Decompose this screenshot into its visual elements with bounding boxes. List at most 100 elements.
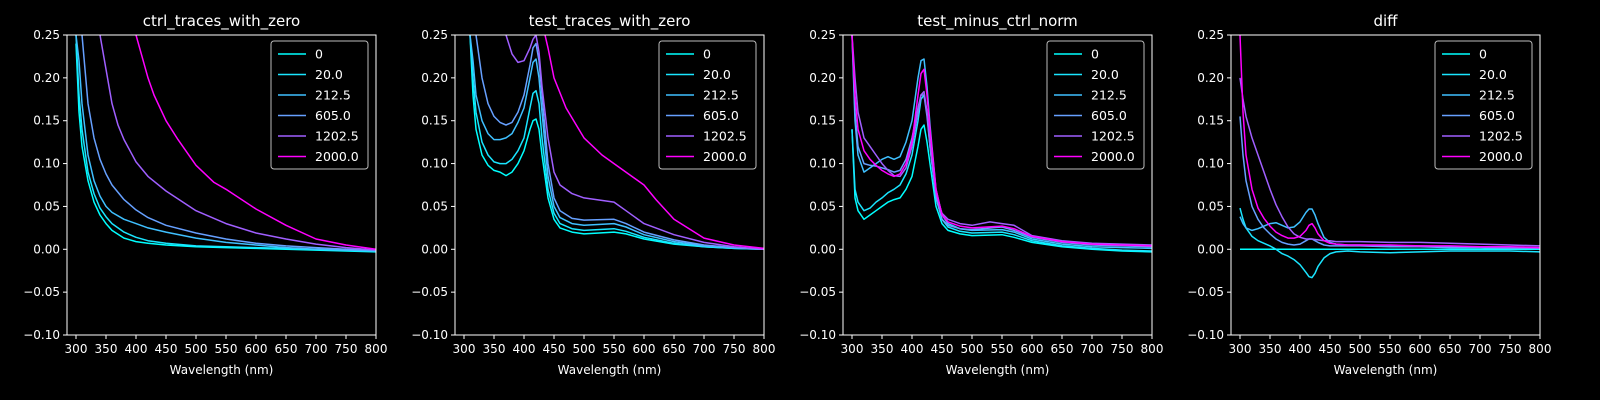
series-line-212.5 (75, 35, 376, 252)
y-tick-label: −0.05 (1187, 285, 1224, 299)
legend-label: 20.0 (703, 67, 731, 82)
series-group (851, 35, 1152, 253)
x-axis-label: Wavelength (nm) (170, 363, 274, 377)
y-tick-label: −0.05 (799, 285, 836, 299)
x-axis-label: Wavelength (nm) (558, 363, 662, 377)
x-axis-label: Wavelength (nm) (946, 363, 1050, 377)
series-line-0 (851, 124, 1152, 253)
chart-panel-4: diff 300 350 400 450 500 550 600 650 700 750 800 −0.… (1187, 12, 1551, 377)
legend-label: 605.0 (1479, 108, 1515, 123)
x-tick-label: 700 (1081, 342, 1104, 356)
y-tick-label: 0.05 (1197, 199, 1224, 213)
legend-label: 20.0 (1091, 67, 1119, 82)
series-line-2000.0 (851, 35, 1152, 247)
x-tick-label: 550 (603, 342, 626, 356)
x-tick-label: 500 (961, 342, 984, 356)
x-tick-label: 550 (991, 342, 1014, 356)
legend-label: 1202.5 (315, 129, 359, 144)
y-tick-label: 0.05 (421, 199, 448, 213)
x-tick-label: 550 (1379, 342, 1402, 356)
legend-box (658, 40, 757, 170)
chart-panel-3: test_minus_ctrl_norm 300 350 400 450 500 550 60… (799, 12, 1163, 377)
y-tick-label: 0.00 (33, 242, 60, 256)
y-tick-label: −0.10 (23, 328, 60, 342)
series-line-1202.5 (1239, 77, 1540, 247)
x-tick-label: 700 (693, 342, 716, 356)
legend-label: 0 (1091, 47, 1099, 62)
x-tick-label: 500 (1349, 342, 1372, 356)
legend-label: 1202.5 (703, 129, 747, 144)
x-tick-label: 400 (1289, 342, 1312, 356)
series-line-212.5 (851, 35, 1152, 250)
x-tick-label: 750 (1111, 342, 1134, 356)
legend: 0 20.0 212.5 605.0 1202.5 2000.0 (658, 40, 757, 170)
x-axis-label: Wavelength (nm) (1334, 363, 1438, 377)
y-tick-label: −0.05 (411, 285, 448, 299)
x-tick-label: 300 (453, 342, 476, 356)
series-line-20.0 (469, 35, 764, 251)
x-tick-label: 700 (1469, 342, 1492, 356)
y-tick-label: 0.20 (809, 71, 836, 85)
x-tick-label: 450 (1319, 342, 1342, 356)
legend-box (1434, 40, 1533, 170)
y-tick-label: 0.20 (33, 71, 60, 85)
axes-frame (1230, 34, 1541, 336)
y-tick-label: 0.25 (809, 28, 836, 42)
x-tick-label: 600 (1409, 342, 1432, 356)
series-line-605.0 (81, 35, 376, 251)
x-tick-label: 450 (155, 342, 178, 356)
x-tick-label: 650 (275, 342, 298, 356)
legend-label: 605.0 (315, 108, 351, 123)
y-tick-label: 0.25 (33, 28, 60, 42)
series-line-1202.5 (505, 35, 764, 251)
axes-frame (66, 34, 377, 336)
chart-title: diff (1373, 12, 1398, 30)
x-tick-label: 750 (1499, 342, 1522, 356)
legend-label: 605.0 (703, 108, 739, 123)
axes-frame (842, 34, 1153, 336)
legend-label: 605.0 (1091, 108, 1127, 123)
x-tick-label: 750 (723, 342, 746, 356)
legend-label: 2000.0 (703, 149, 747, 164)
x-tick-label: 800 (1141, 342, 1164, 356)
series-group (1239, 35, 1540, 279)
x-tick-label: 500 (573, 342, 596, 356)
x-tick-label: 800 (1529, 342, 1552, 356)
series-line-2000.0 (1239, 35, 1540, 249)
y-tick-label: 0.05 (809, 199, 836, 213)
chart-panel-2: test_traces_with_zero 300 350 400 450 500 550 6… (411, 12, 775, 377)
y-tick-label: 0.00 (1197, 242, 1224, 256)
legend-label: 0 (315, 47, 323, 62)
legend-label: 212.5 (1479, 88, 1515, 103)
x-tick-label: 350 (483, 342, 506, 356)
x-tick-label: 500 (185, 342, 208, 356)
legend: 0 20.0 212.5 605.0 1202.5 2000.0 (270, 40, 369, 170)
legend-label: 1202.5 (1479, 129, 1523, 144)
x-tick-label: 600 (1021, 342, 1044, 356)
x-tick-label: 750 (335, 342, 358, 356)
x-tick-label: 350 (1259, 342, 1282, 356)
y-tick-label: 0.15 (33, 114, 60, 128)
axes-frame (454, 34, 765, 336)
y-tick-label: −0.10 (1187, 328, 1224, 342)
x-tick-label: 650 (663, 342, 686, 356)
legend-label: 212.5 (1091, 88, 1127, 103)
y-tick-label: −0.10 (799, 328, 836, 342)
legend-label: 1202.5 (1091, 129, 1135, 144)
series-line-20.0 (75, 35, 376, 252)
legend-label: 2000.0 (1479, 149, 1523, 164)
x-tick-label: 600 (245, 342, 268, 356)
series-line-212.5 (469, 35, 764, 251)
series-group (469, 35, 764, 251)
series-line-2000.0 (544, 35, 764, 250)
y-tick-label: 0.25 (1197, 28, 1224, 42)
y-tick-label: 0.10 (809, 157, 836, 171)
legend-box (1046, 40, 1145, 170)
x-tick-label: 400 (125, 342, 148, 356)
y-tick-label: 0.10 (33, 157, 60, 171)
y-tick-label: 0.20 (421, 71, 448, 85)
x-tick-label: 350 (871, 342, 894, 356)
y-tick-label: 0.15 (1197, 114, 1224, 128)
x-tick-label: 800 (365, 342, 388, 356)
